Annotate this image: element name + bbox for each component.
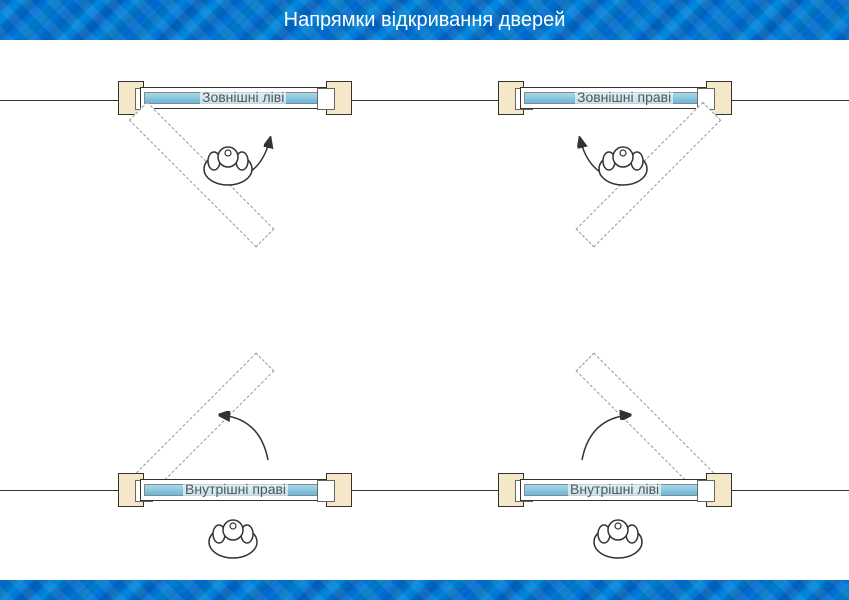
swing-arrow [210,400,290,480]
door-frame: Зовнішні ліві [120,84,350,112]
diagram-internal-right: Внутрішні праві [105,300,365,520]
person-icon [200,139,256,195]
wall-line [730,100,849,101]
person-icon [595,139,651,195]
diagram-external-left: Зовнішні ліві [105,84,365,304]
wall-line [350,490,500,491]
door-label: Зовнішні праві [575,89,673,105]
header-bar: Напрямки відкривання дверей [0,0,849,40]
footer-bar [0,580,849,600]
wall-line [0,490,120,491]
wall-line [350,100,500,101]
wall-line [0,100,120,101]
diagram-internal-left: Внутрішні ліві [485,300,745,520]
door-label: Внутрішні праві [183,481,288,497]
diagram-external-right: Зовнішні праві [485,84,745,304]
hinge-block [326,81,352,115]
diagram-area: Зовнішні ліві Зовнішні праві [0,40,849,580]
person-icon [590,512,646,568]
swing-arrow [560,400,640,480]
door-label: Зовнішні ліві [200,89,286,105]
door-label: Внутрішні ліві [568,481,661,497]
door-frame: Внутрішні праві [120,476,350,504]
hinge-block [706,473,732,507]
person-icon [205,512,261,568]
wall-line [730,490,849,491]
hinge-block [326,473,352,507]
door-frame: Внутрішні ліві [500,476,730,504]
page-title: Напрямки відкривання дверей [284,9,566,32]
